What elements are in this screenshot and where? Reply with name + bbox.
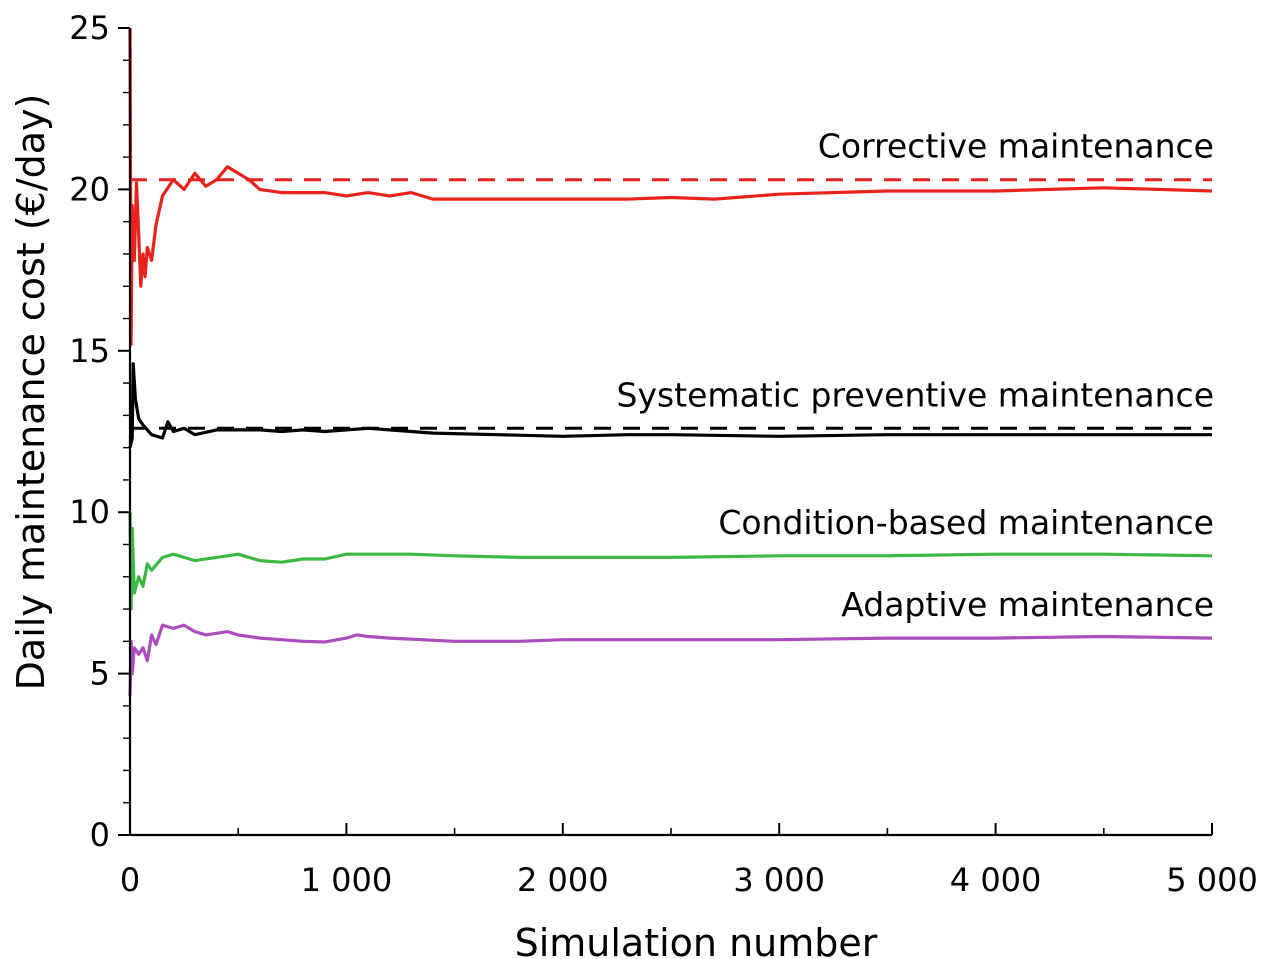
x-tick-label: 1 000 (301, 861, 393, 899)
series-line (128, 362, 1212, 448)
axis-ticks: 0 1 000 2 000 3 000 4 000 5 000 0 5 10 15 20 25 (69, 9, 1258, 899)
plot-area (128, 27, 1213, 697)
y-tick-label: 20 (69, 170, 110, 208)
y-tick-label: 10 (69, 493, 110, 531)
y-tick-label: 5 (90, 655, 110, 693)
x-tick-label: 5 000 (1166, 861, 1258, 899)
series-line (128, 512, 1213, 611)
series-line (128, 623, 1213, 697)
series-line (128, 27, 1213, 346)
x-tick-label: 0 (120, 861, 140, 899)
x-tick-label: 3 000 (733, 861, 825, 899)
series-labels: Corrective maintenance Systematic prevent… (617, 127, 1214, 624)
y-tick-label: 15 (69, 332, 110, 370)
series-label: Adaptive maintenance (841, 585, 1214, 624)
series-label: Corrective maintenance (818, 127, 1214, 166)
x-axis-title: Simulation number (515, 921, 878, 959)
y-axis-title: Daily maintenance cost (€/day) (9, 94, 53, 691)
x-tick-label: 2 000 (517, 861, 609, 899)
y-tick-label: 0 (90, 816, 110, 854)
x-tick-label: 4 000 (950, 861, 1042, 899)
y-tick-label: 25 (69, 9, 110, 47)
series-label: Systematic preventive maintenance (617, 375, 1214, 414)
series-label: Condition-based maintenance (718, 503, 1214, 542)
